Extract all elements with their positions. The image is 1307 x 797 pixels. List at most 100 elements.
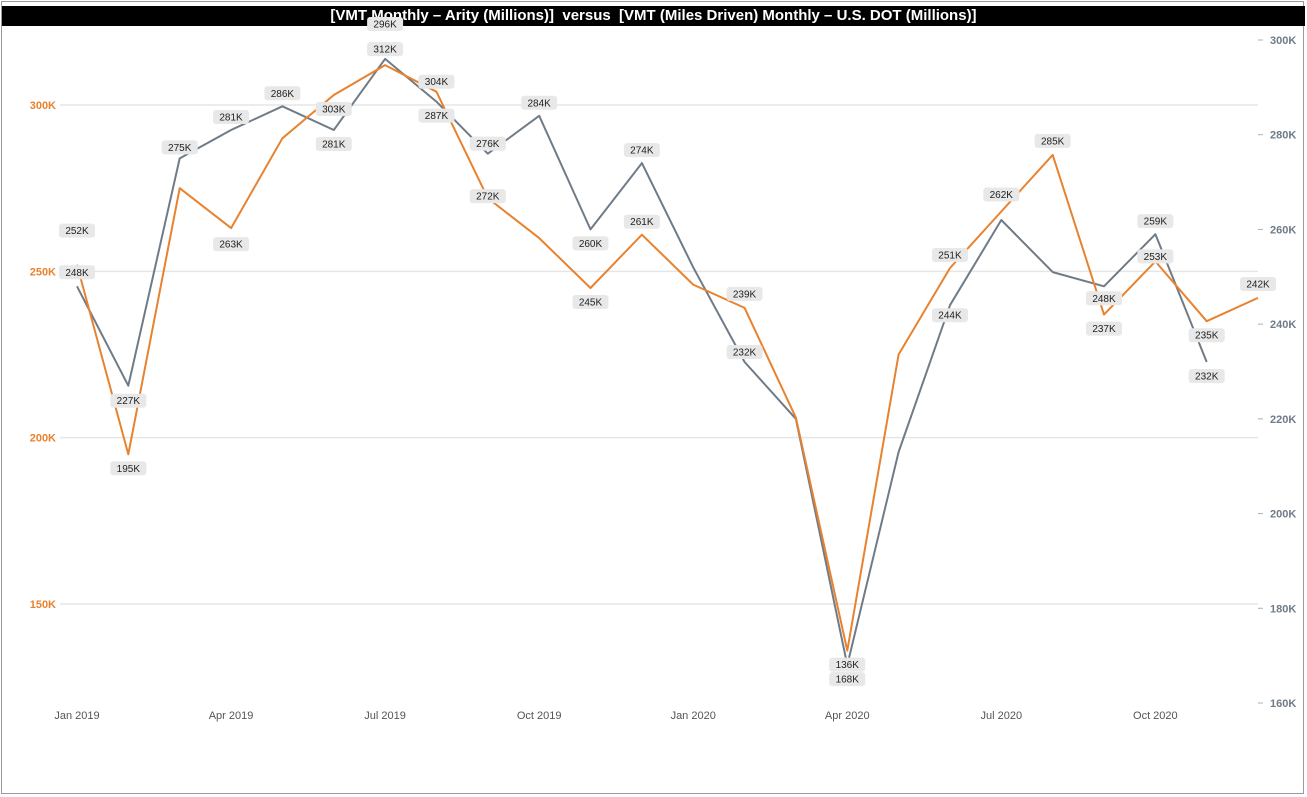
data-label-s0-17-bg: [931, 248, 968, 263]
data-label-s1-15: 168K: [836, 675, 860, 686]
data-label-s1-3: 281K: [219, 112, 243, 123]
data-label-s1-13-bg: [726, 345, 763, 360]
data-label-s0-0-bg: [59, 223, 95, 238]
data-label-s1-20-bg: [1086, 291, 1122, 306]
data-label-s0-10-bg: [572, 294, 609, 309]
data-label-s1-1: 227K: [117, 396, 141, 407]
data-label-s0-13: 239K: [733, 289, 757, 300]
data-label-s1-15-bg: [829, 672, 866, 687]
left-tick-label: 150K: [30, 599, 56, 611]
gridlines: [60, 104, 1258, 605]
right-tick-label: 240K: [1270, 319, 1296, 331]
data-label-s0-23-bg: [1240, 276, 1277, 291]
data-label-s0-1: 195K: [117, 464, 141, 475]
data-label-s1-5: 281K: [322, 139, 346, 150]
data-label-s1-9: 284K: [527, 98, 551, 109]
left-axis: 150K 200K 250K 300K: [30, 100, 56, 611]
chart-title: [VMT Monthly – Arity (Millions)] versus …: [2, 6, 1305, 26]
right-tick-label: 260K: [1270, 224, 1296, 236]
data-label-s0-15-bg: [829, 657, 866, 672]
data-label-s0-6-bg: [367, 42, 404, 57]
data-label-s0-18: 262K: [990, 190, 1014, 201]
right-tick-label: 220K: [1270, 414, 1296, 426]
data-label-s1-21: 259K: [1144, 217, 1168, 228]
data-label-s0-5: 303K: [322, 105, 346, 116]
left-tick-label: 300K: [30, 100, 56, 112]
x-tick-label: Jan 2020: [671, 710, 716, 722]
data-label-s1-7-bg: [418, 108, 455, 123]
data-labels: 248K 227K 275K 281K 286K 281K 296K 287K 276K 284K…: [59, 16, 1277, 687]
data-label-s0-8: 272K: [476, 192, 500, 203]
data-label-s0-13-bg: [726, 286, 763, 301]
data-label-s0-19: 285K: [1041, 136, 1065, 147]
x-tick-label: Apr 2020: [825, 710, 870, 722]
data-label-s1-22: 232K: [1195, 372, 1219, 383]
right-tick-label: 300K: [1270, 35, 1296, 47]
x-tick-label: Apr 2019: [209, 710, 254, 722]
data-label-s0-6: 312K: [373, 45, 397, 56]
right-tick-label: 200K: [1270, 509, 1296, 521]
data-label-s0-3-bg: [213, 237, 250, 252]
x-tick-label: Oct 2020: [1133, 710, 1178, 722]
data-label-s1-8-bg: [469, 136, 506, 151]
right-tick-label: 280K: [1270, 130, 1296, 142]
x-tick-label: Jul 2020: [981, 710, 1023, 722]
data-label-s1-17-bg: [931, 308, 968, 323]
data-label-s1-4-bg: [264, 86, 301, 101]
data-label-s1-0: 248K: [65, 268, 89, 279]
data-label-s1-10: 260K: [579, 239, 603, 250]
left-tick-label: 200K: [30, 433, 56, 445]
data-label-s1-11: 274K: [630, 146, 654, 157]
data-label-s1-9-bg: [521, 95, 558, 110]
left-tick-label: 250K: [30, 266, 56, 278]
data-label-s0-15: 136K: [836, 660, 860, 671]
data-label-s0-19-bg: [1034, 133, 1071, 148]
data-label-s1-5-bg: [315, 136, 352, 151]
x-tick-label: Oct 2019: [517, 710, 562, 722]
series-line-0: [76, 64, 1259, 652]
data-label-s0-7: 304K: [425, 77, 449, 88]
data-label-s1-6-bg: [367, 16, 404, 31]
data-label-s1-4: 286K: [271, 89, 295, 100]
data-label-s1-13: 232K: [733, 348, 757, 359]
right-tick-label: 160K: [1270, 698, 1296, 710]
series-line-1: [76, 57, 1208, 667]
data-label-s0-22-bg: [1188, 328, 1225, 343]
data-label-s0-20: 237K: [1092, 324, 1116, 335]
data-label-s0-21: 253K: [1144, 252, 1168, 263]
data-label-s0-11-bg: [623, 214, 660, 229]
data-label-s1-17: 244K: [938, 311, 962, 322]
data-label-s1-22-bg: [1188, 369, 1225, 384]
x-tick-label: Jul 2019: [364, 710, 406, 722]
data-label-s0-10: 245K: [579, 297, 603, 308]
x-axis: Jan 2019 Apr 2019 Jul 2019 Oct 2019 Jan 2020…: [54, 710, 1177, 722]
data-label-s0-1-bg: [110, 461, 147, 476]
data-label-s1-7: 287K: [425, 111, 449, 122]
data-label-s0-23: 242K: [1246, 279, 1270, 290]
data-label-s0-11: 261K: [630, 217, 654, 228]
data-label-s0-21-bg: [1137, 249, 1174, 264]
data-label-s0-17: 251K: [938, 251, 962, 262]
data-label-s0-5-bg: [315, 102, 352, 117]
data-label-s1-11-bg: [623, 143, 660, 158]
right-axis: 160K 180K 200K 220K 240K 260K 280K 300K: [1258, 35, 1296, 710]
data-label-s0-7-bg: [418, 74, 455, 89]
data-label-s1-2-bg: [161, 140, 198, 155]
data-label-s1-21-bg: [1137, 214, 1174, 229]
data-label-s1-3-bg: [213, 109, 250, 124]
data-label-s0-22: 235K: [1195, 331, 1219, 342]
data-label-s1-10-bg: [572, 236, 609, 251]
data-label-s0-18-bg: [983, 187, 1020, 202]
x-tick-label: Jan 2019: [54, 710, 99, 722]
data-label-s1-6: 296K: [373, 19, 397, 30]
data-label-s0-3: 263K: [219, 240, 243, 251]
data-label-s1-0-bg: [59, 265, 95, 280]
data-label-s0-8-bg: [469, 189, 506, 204]
right-tick-label: 180K: [1270, 603, 1296, 615]
data-label-s1-1-bg: [110, 393, 147, 408]
data-label-s1-20: 248K: [1092, 294, 1116, 305]
data-label-s1-2: 275K: [168, 143, 192, 154]
data-label-s0-20-bg: [1086, 321, 1122, 336]
